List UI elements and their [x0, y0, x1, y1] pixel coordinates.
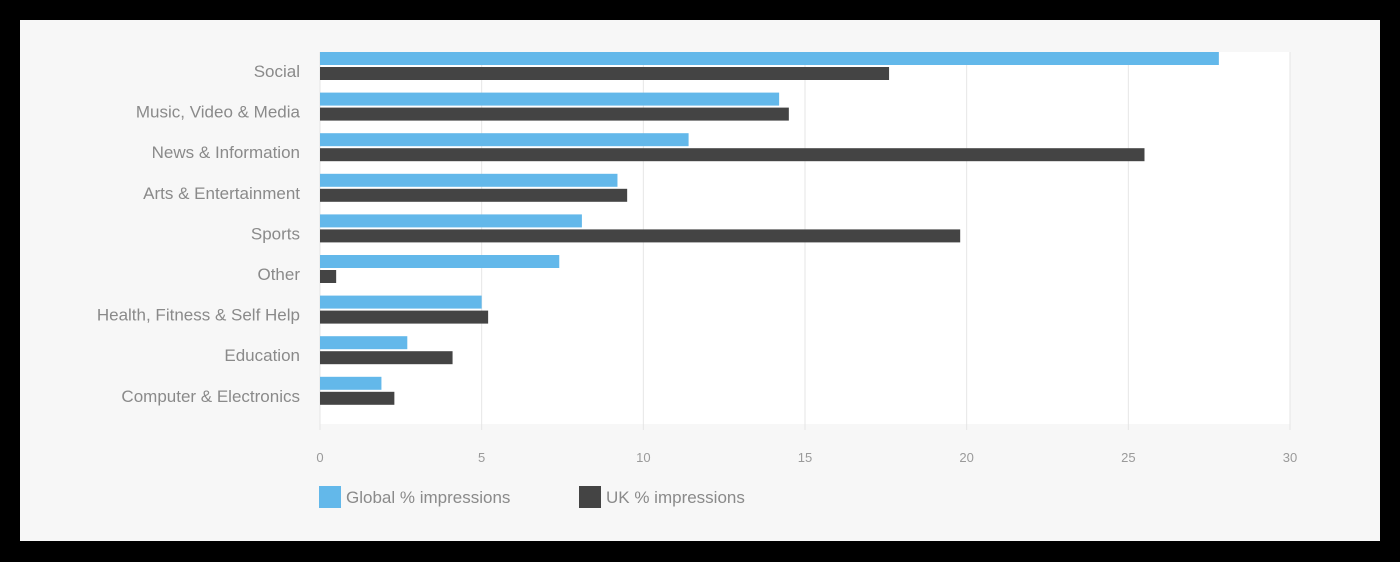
x-tick-label: 25	[1121, 450, 1135, 465]
legend-swatch	[579, 486, 601, 508]
x-tick-label: 30	[1283, 450, 1297, 465]
category-labels: Social Music, Video & Media News & Informa…	[97, 62, 301, 406]
category-label: Education	[224, 346, 300, 365]
legend-swatch	[319, 486, 341, 508]
bar-uk	[320, 67, 890, 80]
x-tick-label: 15	[798, 450, 812, 465]
bar-uk	[320, 188, 628, 202]
bar-uk	[320, 148, 1145, 162]
bar-global	[320, 255, 560, 268]
category-label: Sports	[251, 224, 300, 243]
x-tick-label: 5	[478, 450, 485, 465]
bar-uk	[320, 107, 789, 121]
bar-uk	[320, 310, 489, 324]
bar-global	[320, 214, 582, 228]
x-tick-label: 0	[316, 450, 323, 465]
bar-uk	[320, 351, 453, 365]
category-label: Computer & Electronics	[121, 387, 300, 406]
legend-label: UK % impressions	[606, 488, 745, 507]
legend: Global % impressions UK % impressions	[319, 486, 745, 508]
bar-global	[320, 173, 618, 187]
category-label: Social	[254, 62, 300, 81]
bar-global	[320, 336, 408, 350]
legend-label: Global % impressions	[346, 488, 510, 507]
category-label: Music, Video & Media	[136, 103, 301, 122]
bar-uk	[320, 270, 337, 283]
category-label: Health, Fitness & Self Help	[97, 306, 300, 325]
bar-global	[320, 295, 482, 309]
category-label: News & Information	[152, 143, 300, 162]
bar-uk	[320, 229, 961, 243]
category-label: Other	[257, 265, 300, 284]
x-tick-label: 10	[636, 450, 650, 465]
bar-global	[320, 92, 780, 106]
x-tick-labels: 0 5 10 15 20 25 30	[316, 450, 1297, 465]
bar-global	[320, 133, 689, 147]
bar-global	[320, 52, 1219, 65]
x-tick-label: 20	[959, 450, 973, 465]
bars	[320, 52, 1219, 405]
category-label: Arts & Entertainment	[143, 184, 300, 203]
bar-global	[320, 376, 382, 390]
bar-uk	[320, 391, 395, 405]
